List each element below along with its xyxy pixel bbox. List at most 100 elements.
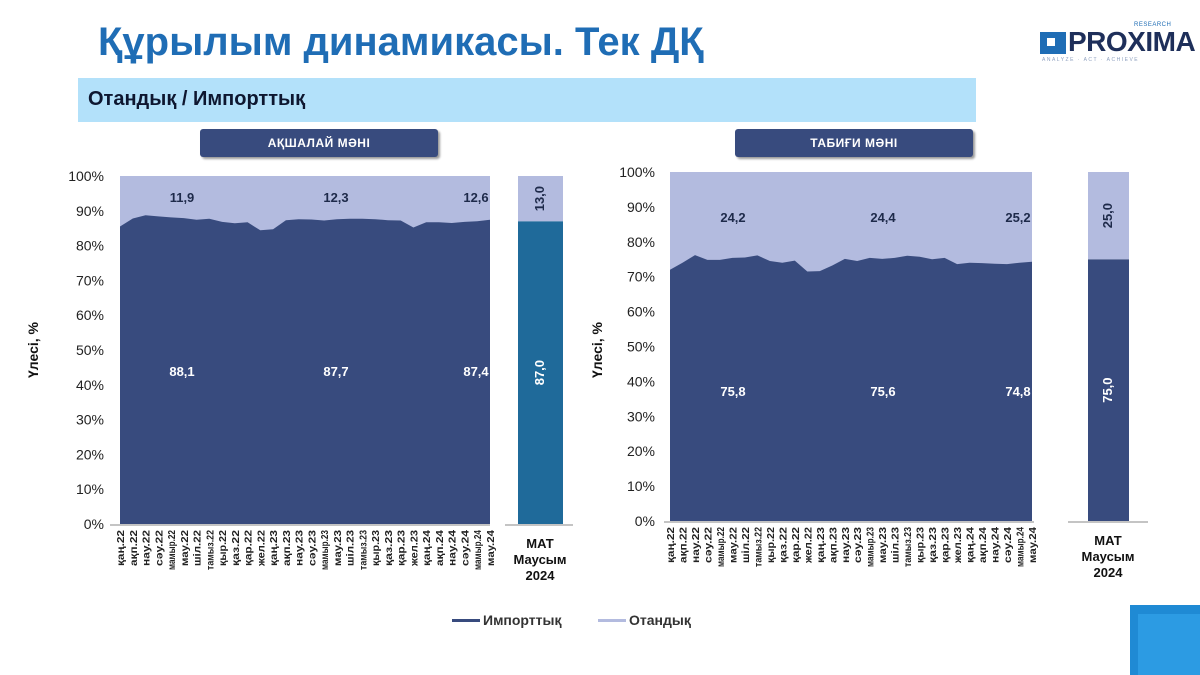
mat-category-label: 2024 [526,568,556,583]
mat-category-label: Маусым [513,552,566,567]
x-tick-label: қаң.23 [816,526,827,563]
x-tick-label: мау.24 [486,530,497,566]
y-tick-label: 90% [76,203,104,219]
mat-label-domestic: 13,0 [532,186,547,211]
x-tick-label: ақп.23 [828,526,839,563]
panel-title-monetary: АҚШАЛАЙ МӘНІ [200,129,438,157]
x-tick-label: мамыр.23 [320,530,331,570]
x-tick-label: жел.22 [803,527,814,565]
x-tick-label: қыр.23 [371,530,382,566]
x-tick-label: шіл.22 [193,530,204,566]
x-tick-label: тамыз.23 [903,527,914,567]
x-tick-label: мау.23 [333,530,344,566]
y-tick-label: 20% [627,443,655,459]
x-tick-label: қаз.22 [231,529,242,566]
mat-category-label: МАТ [526,536,554,551]
x-tick-label: қыр.23 [916,527,927,563]
proxima-logo: PROXIMA RESEARCH ANALYZE · ACT · ACHIEVE [1040,22,1196,68]
mat-label-import: 75,0 [1100,377,1115,402]
annotation-import: 87,4 [463,364,489,379]
x-tick-label: ақп.22 [678,526,689,563]
x-tick-label: тамыз.22 [753,527,764,567]
x-tick-label: сәу.23 [307,529,318,566]
x-tick-label: ақп.23 [282,529,293,566]
panel-title-natural: ТАБИҒИ МӘНІ [735,129,973,157]
y-tick-label: 10% [76,481,104,497]
x-tick-label: қыр.22 [766,527,777,563]
y-tick-label: 40% [76,377,104,393]
y-tick-label: 50% [76,342,104,358]
x-tick-label: шіл.23 [346,530,357,566]
x-tick-label: мамыр.22 [716,527,727,567]
y-tick-label: 20% [76,446,104,462]
x-tick-label: тамыз.22 [205,530,216,570]
x-tick-label: шіл.23 [891,527,902,563]
y-tick-label: 10% [627,478,655,494]
logo-mark-icon [1040,32,1066,54]
legend-label-import: Импорттық [483,612,562,628]
x-tick-label: нау.24 [448,529,459,566]
x-tick-label: нау.23 [841,526,852,563]
y-axis-title: Үлесі, % [589,321,605,378]
x-tick-label: қаз.22 [778,526,789,563]
y-tick-label: 70% [76,272,104,288]
y-tick-label: 50% [627,339,655,355]
annotation-import: 88,1 [169,364,194,379]
mat-bar-import-1 [1088,259,1129,521]
annotation-domestic: 12,6 [463,190,488,205]
x-tick-label: қаң.22 [116,529,127,566]
mat-label-domestic: 25,0 [1100,203,1115,228]
x-tick-label: нау.24 [991,526,1002,563]
y-tick-label: 0% [84,516,104,532]
area-import-0 [120,215,490,525]
x-tick-label: жел.22 [256,530,267,568]
x-tick-label: мамыр.24 [1016,527,1027,567]
legend-label-domestic: Отандық [629,612,691,628]
area-import-1 [670,255,1032,521]
y-tick-label: 100% [68,168,104,184]
x-tick-label: мамыр.23 [866,527,877,567]
x-tick-label: ақп.24 [435,529,446,566]
y-tick-label: 60% [76,307,104,323]
x-tick-label: қаз.23 [384,529,395,566]
mat-bar-domestic-1 [1088,172,1129,260]
annotation-domestic: 24,4 [870,210,896,225]
annotation-import: 74,8 [1005,384,1030,399]
x-tick-label: қар.22 [791,526,802,563]
corner-decoration-inner [1138,614,1200,675]
annotation-import: 75,6 [870,384,895,399]
x-tick-label: нау.23 [295,529,306,566]
y-tick-label: 80% [627,234,655,250]
x-tick-label: жел.23 [409,530,420,568]
x-tick-label: нау.22 [691,526,702,563]
x-tick-label: мау.22 [180,530,191,566]
y-tick-label: 60% [627,304,655,320]
y-tick-label: 100% [619,164,655,180]
legend-swatch-domestic [598,619,626,622]
annotation-domestic: 24,2 [720,210,745,225]
x-tick-label: жел.23 [953,527,964,565]
mat-bar-import-0 [518,221,563,525]
x-tick-label: қар.23 [397,529,408,566]
page-title: Құрылым динамикасы. Тек ДҚ [98,20,704,64]
x-tick-label: шіл.22 [741,527,752,563]
x-tick-label: мамыр.24 [473,530,484,570]
x-tick-label: қаң.24 [966,526,977,563]
legend-swatch-import [452,619,480,622]
x-tick-label: мау.24 [1028,527,1039,563]
y-tick-label: 0% [635,513,655,529]
annotation-import: 75,8 [720,384,745,399]
x-tick-label: қаз.23 [928,526,939,563]
x-tick-label: мау.22 [728,527,739,563]
x-tick-label: қаң.23 [269,529,280,566]
x-tick-label: ақп.24 [978,526,989,563]
annotation-import: 87,7 [323,364,348,379]
y-tick-label: 70% [627,269,655,285]
logo-tagline: ANALYZE · ACT · ACHIEVE [1042,57,1140,63]
x-tick-label: мау.23 [878,527,889,563]
annotation-domestic: 11,9 [170,190,195,205]
y-tick-label: 30% [627,408,655,424]
x-tick-label: мамыр.22 [167,530,178,570]
logo-text: PROXIMA [1068,26,1196,57]
